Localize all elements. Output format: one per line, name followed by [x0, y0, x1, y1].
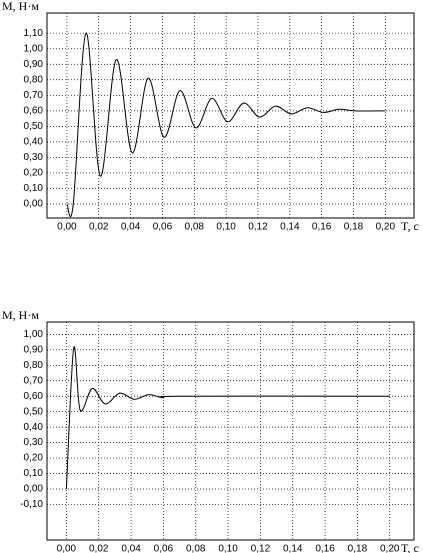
y-tick-label: 1,10: [24, 28, 44, 39]
y-tick-label: 0,40: [24, 137, 44, 148]
y-tick-label: 0,70: [24, 90, 44, 101]
y-tick-label: 0,30: [24, 152, 44, 163]
y-tick-label: 0,70: [24, 375, 44, 386]
x-tick-label: 0,08: [185, 222, 205, 233]
plot-frame: [46, 12, 415, 219]
y-tick-label: 0,40: [24, 422, 44, 433]
x-tick-label: 0,00: [57, 544, 77, 553]
y-tick-label: 0,80: [24, 360, 44, 371]
x-tick-label: 0,18: [344, 222, 364, 233]
x-tick-label: 0,12: [248, 222, 268, 233]
x-tick-label: 0,06: [153, 222, 173, 233]
x-tick-label: 0,16: [315, 544, 335, 553]
y-tick-label: -0,10: [20, 499, 43, 510]
x-tick-label: 0,16: [312, 222, 332, 233]
plot-frame: [46, 321, 415, 541]
y-tick-label: 0,20: [24, 453, 44, 464]
y-tick-label: 1,00: [24, 43, 44, 54]
y-tick-label: 0,60: [24, 391, 44, 402]
y-tick-label: 0,80: [24, 74, 44, 85]
y-tick-label: 0,10: [24, 468, 44, 479]
x-tick-label: 0,04: [121, 544, 141, 553]
y-tick-label: 0,00: [24, 484, 44, 495]
y-tick-label: 0,00: [24, 199, 44, 210]
x-tick-label: 0,20: [380, 544, 400, 553]
x-tick-label: 0,10: [218, 544, 238, 553]
y-tick-label: 1,00: [24, 329, 44, 340]
x-tick-label: 0,04: [121, 222, 141, 233]
y-tick-label: 0,30: [24, 437, 44, 448]
x-tick-label: 0,20: [376, 222, 396, 233]
x-tick-label: 0,14: [280, 222, 300, 233]
x-axis-label: T, c: [401, 541, 419, 553]
y-tick-label: 0,50: [24, 406, 44, 417]
x-tick-label: 0,14: [283, 544, 303, 553]
line: [65, 346, 390, 490]
y-tick-label: 0,60: [24, 105, 44, 116]
y-tick-label: 0,90: [24, 344, 44, 355]
line: [66, 32, 386, 218]
x-axis-label: T, c: [401, 219, 419, 233]
y-axis-label: M, Н·м: [2, 308, 39, 322]
x-tick-label: 0,18: [348, 544, 368, 553]
x-tick-label: 0,12: [251, 544, 271, 553]
x-tick-label: 0,08: [186, 544, 206, 553]
y-tick-label: 0,50: [24, 121, 44, 132]
x-tick-label: 0,02: [89, 544, 109, 553]
x-tick-label: 0,10: [216, 222, 236, 233]
x-tick-label: 0,02: [89, 222, 109, 233]
y-tick-label: 0,20: [24, 168, 44, 179]
y-tick-label: 0,10: [24, 183, 44, 194]
y-tick-label: 0,90: [24, 59, 44, 70]
x-tick-label: 0,06: [154, 544, 174, 553]
y-axis-label: M, Н·м: [2, 0, 39, 13]
x-tick-label: 0,00: [57, 222, 77, 233]
